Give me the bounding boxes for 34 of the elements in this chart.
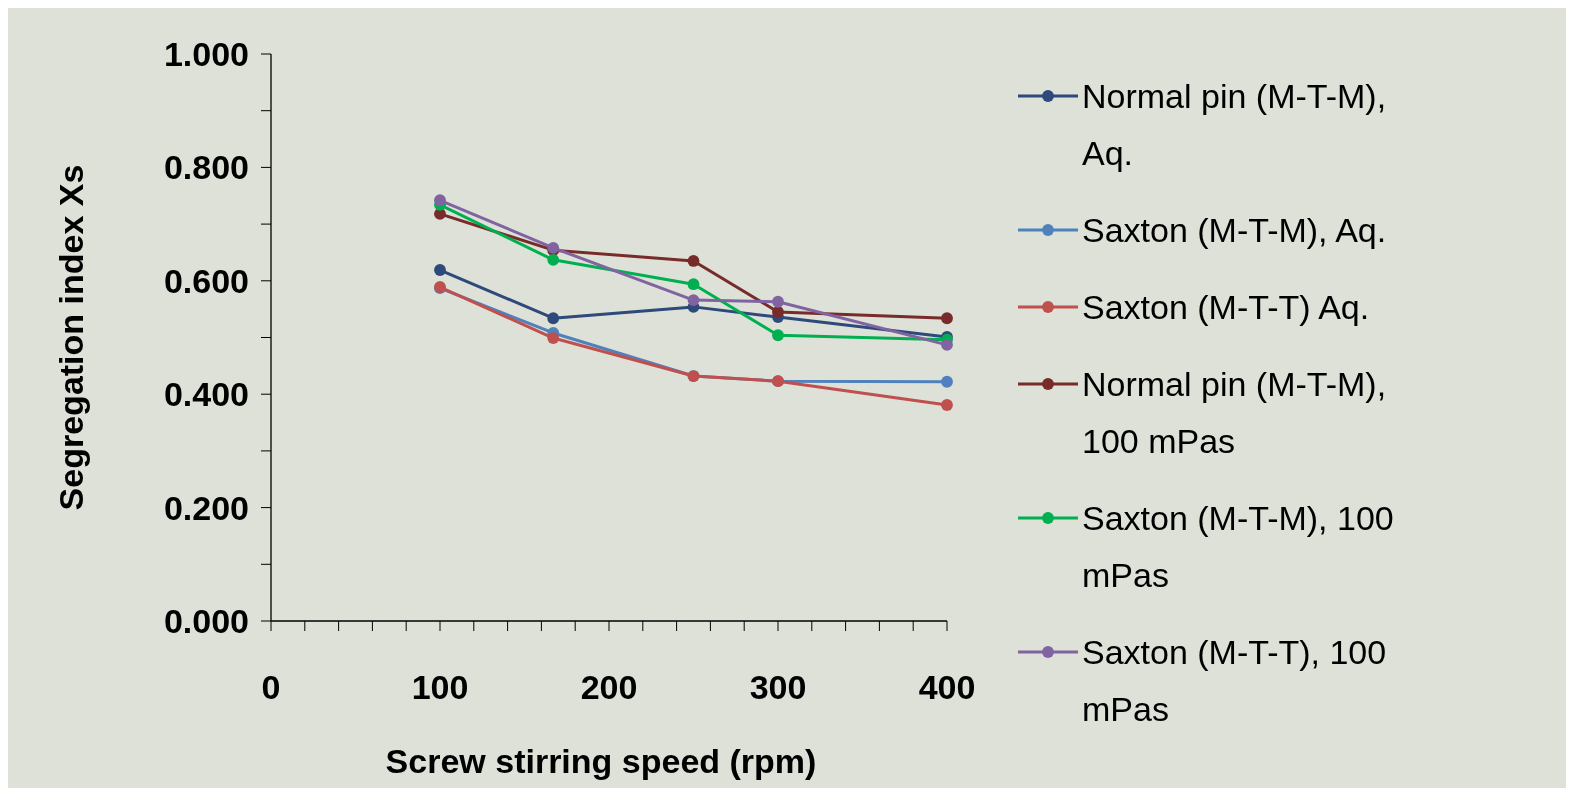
point [941,375,953,388]
legend-label: Normal pin (M-T-M), Aq. [1082,76,1387,172]
x-tick-label: 300 [749,668,807,706]
point [434,194,446,207]
y-tick-label: 0.400 [163,375,249,414]
point [941,338,953,351]
point [687,255,700,267]
point [547,253,560,266]
y-axis-title: Segregation index Xs [52,164,90,511]
point [772,306,784,318]
y-tick-label: 0.000 [163,601,249,640]
point [772,329,784,342]
x-axis-title: Screw stirring speed (rpm) [385,742,817,780]
x-tick-label: 400 [918,668,976,706]
y-tick-label: 0.600 [163,261,249,300]
legend-label: Saxton (M-T-T) Aq. [1082,287,1370,326]
legend-label: Saxton (M-T-M), Aq. [1082,210,1387,249]
x-tick-label: 100 [411,668,469,706]
y-tick-label: 0.800 [163,148,249,187]
point [941,312,953,325]
point [547,312,560,325]
point [941,399,953,411]
y-tick-label: 1.000 [163,34,249,73]
x-tick-label: 0 [261,668,281,706]
legend-label: Saxton (M-T-T), 100 mPas [1082,632,1387,728]
legend-label: Saxton (M-T-M), 100 mPas [1082,498,1394,594]
legend-label: Normal pin (M-T-M), 100 mPas [1082,364,1387,460]
point [687,278,700,291]
point [434,264,446,276]
x-tick-label: 200 [580,668,638,706]
point [772,295,784,308]
point [687,294,700,306]
y-tick-label: 0.200 [163,488,249,527]
point [547,332,560,344]
